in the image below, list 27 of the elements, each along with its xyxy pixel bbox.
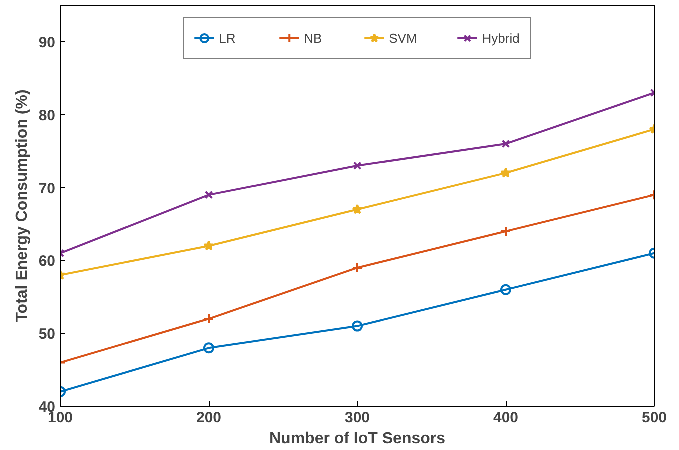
- legend-label: LR: [219, 30, 237, 46]
- point: [204, 314, 214, 325]
- y-tick-label: 90: [38, 34, 56, 52]
- point: [204, 240, 214, 251]
- point: [352, 320, 363, 332]
- point: [204, 190, 214, 200]
- point: [502, 140, 510, 148]
- y-tick-label: 60: [38, 253, 56, 270]
- legend-label: SVM: [389, 30, 418, 46]
- x-axis-title: Number of IoT Sensors: [269, 430, 446, 448]
- legend-label: NB: [304, 30, 324, 46]
- point: [204, 342, 214, 354]
- x-tick-label: 400: [493, 410, 519, 426]
- y-tick-label: 70: [38, 180, 56, 198]
- x-tick-label: 200: [196, 410, 222, 426]
- point: [352, 262, 363, 274]
- point: [500, 168, 512, 178]
- point: [500, 284, 512, 296]
- y-axis-title: Total Energy Consumption (%): [14, 90, 31, 322]
- x-tick-label: 500: [642, 410, 668, 426]
- legend-label: Hybrid: [482, 30, 520, 46]
- y-tick-label: 80: [38, 107, 56, 124]
- point: [352, 204, 363, 214]
- point: [353, 162, 362, 170]
- y-tick-label: 50: [38, 326, 56, 344]
- point: [500, 226, 512, 238]
- x-tick-label: 300: [344, 410, 370, 426]
